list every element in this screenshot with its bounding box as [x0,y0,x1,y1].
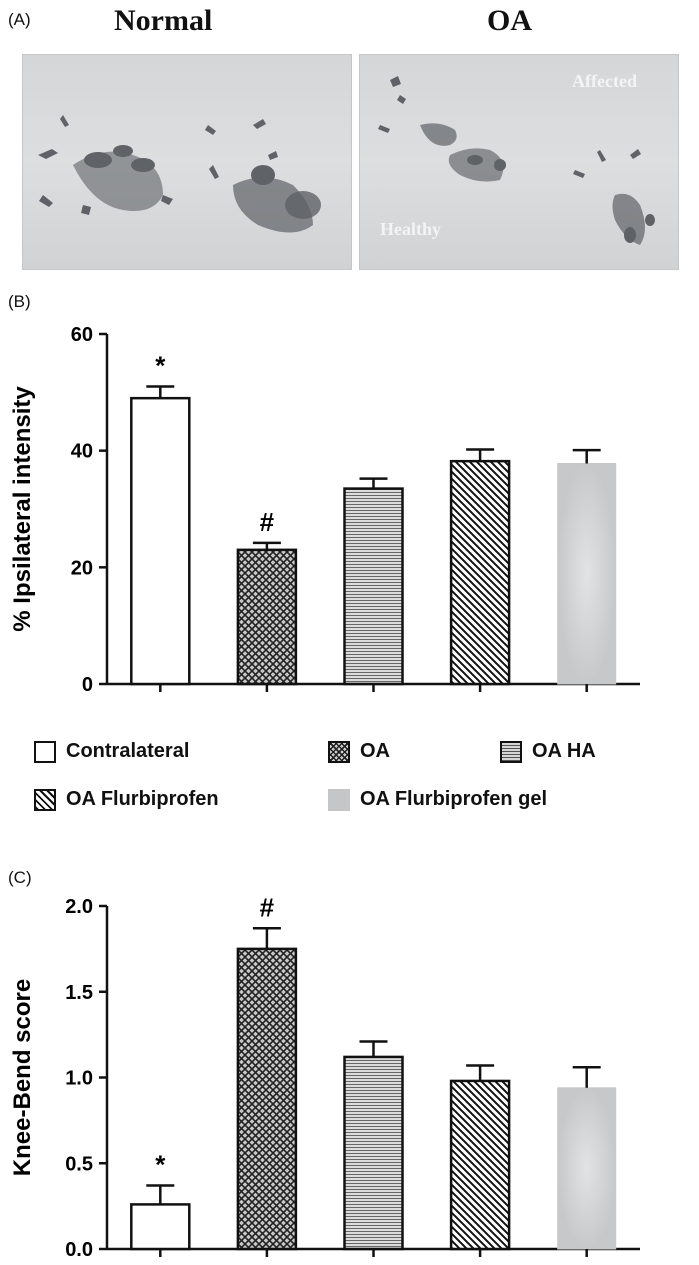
ipsilateral-intensity-chart: % Ipsilateral intensity 0 20 40 60 * # [9,324,640,696]
bar-oa [236,947,298,1251]
bar-oa-flurbiprofen [449,1079,511,1251]
legend-item-contralateral: Contralateral [34,740,189,763]
legend-swatch-oa-ha [500,740,522,763]
bar-contralateral [130,1203,191,1251]
legend-label-oa: OA [360,740,390,762]
legend-item-oa-flurbiprofen-gel: OA Flurbiprofen gel [328,788,547,811]
legend-item-oa-ha: OA HA [500,740,596,763]
panel-b-letter: (B) [8,292,31,311]
y-tick-label: 0 [82,674,93,696]
legend-label-oa-flurbiprofen: OA Flurbiprofen [66,788,219,810]
y-tick-label: 1.0 [65,1068,93,1090]
y-tick-label: 0.0 [65,1239,93,1261]
bar-oa [236,548,298,686]
legend-item-oa-flurbiprofen: OA Flurbiprofen [34,788,219,811]
significance-mark-oa: # [260,507,275,537]
legend-swatch-oa [328,740,350,763]
panel-c-letter: (C) [8,868,32,887]
y-tick-label: 2.0 [65,896,93,918]
significance-mark-oa: # [260,892,275,922]
bar-oa-flurbiprofen-gel [557,1087,617,1250]
bar-oa-ha [343,1055,404,1251]
normal-title: Normal [114,4,213,37]
oa-footprint-image: Affected Healthy [359,54,679,270]
healthy-label: Healthy [380,219,441,239]
oa-title: OA [487,4,532,37]
knee-bend-score-chart: Knee-Bend score 0.0 0.5 1.0 1.5 2.0 * # [9,892,640,1261]
y-axis-label: Knee-Bend score [9,979,36,1176]
significance-mark-contralateral: * [155,351,166,381]
legend-swatch-contralateral [34,740,56,763]
y-tick-label: 60 [71,324,93,346]
bar-oa-ha [343,487,404,686]
y-tick-label: 40 [71,441,93,463]
legend-label-contralateral: Contralateral [66,740,190,762]
significance-mark-contralateral: * [155,1150,166,1180]
panel-a-letter: (A) [8,10,31,29]
normal-footprint-image [22,54,352,270]
legend-swatch-oa-flurbiprofen-gel [328,788,350,811]
legend-swatch-oa-flurbiprofen [34,788,56,811]
oa-footprint-drawing [378,76,655,245]
legend-label-oa-flurbiprofen-gel: OA Flurbiprofen gel [360,788,548,810]
bar-contralateral [130,396,191,686]
legend-item-oa: OA [328,740,390,763]
chart-legend: Contralateral OA OA HA OA Flurbiprofen O… [0,730,699,830]
y-tick-label: 0.5 [65,1153,93,1175]
y-tick-label: 20 [71,557,93,579]
legend-label-oa-ha: OA HA [532,740,596,762]
y-tick-label: 1.5 [65,982,93,1004]
normal-footprint-drawing [38,115,321,233]
affected-label: Affected [572,71,637,91]
bar-oa-flurbiprofen [449,459,511,686]
bar-oa-flurbiprofen-gel [557,463,617,685]
y-axis-label: % Ipsilateral intensity [9,386,36,632]
